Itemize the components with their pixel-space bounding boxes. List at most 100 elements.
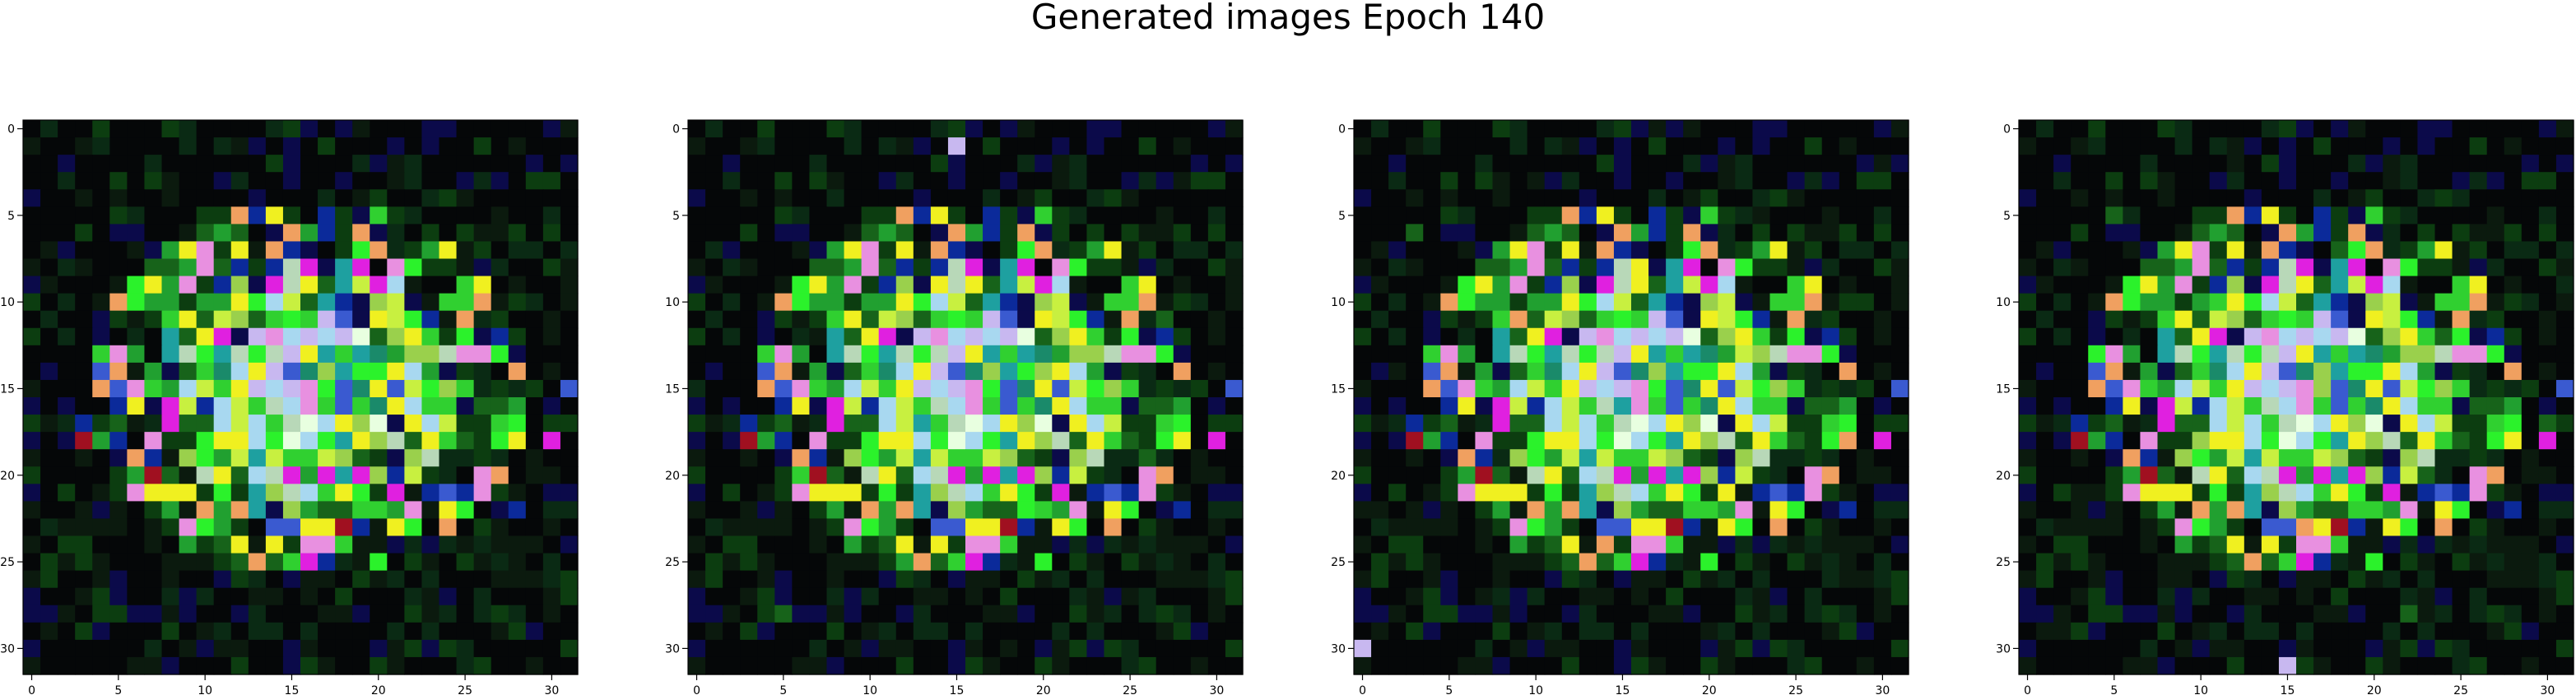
pixel xyxy=(2383,276,2401,294)
pixel xyxy=(335,224,353,243)
pixel xyxy=(2452,189,2471,207)
pixel xyxy=(1648,466,1667,484)
pixel xyxy=(2244,570,2262,589)
pixel xyxy=(826,155,845,173)
pixel xyxy=(2331,553,2349,572)
pixel xyxy=(1035,258,1053,277)
pixel xyxy=(1388,639,1407,658)
pixel xyxy=(352,605,370,623)
pixel xyxy=(1155,206,1174,225)
pixel xyxy=(404,484,423,502)
pixel xyxy=(2192,224,2211,243)
pixel xyxy=(1492,258,1511,277)
pixel xyxy=(861,639,880,658)
pixel xyxy=(1086,656,1105,675)
pixel xyxy=(196,362,215,381)
pixel xyxy=(179,639,198,658)
pixel xyxy=(2365,172,2383,190)
pixel xyxy=(2313,137,2332,155)
pixel xyxy=(2538,258,2557,277)
pixel xyxy=(248,155,267,173)
pixel xyxy=(1873,449,1892,467)
pixel xyxy=(757,310,775,329)
pixel xyxy=(1207,656,1226,675)
pixel xyxy=(2209,189,2228,207)
pixel xyxy=(542,639,561,658)
pixel xyxy=(1035,397,1053,415)
pixel xyxy=(1631,449,1649,467)
pixel xyxy=(861,501,880,520)
pixel xyxy=(1839,484,1858,502)
pixel xyxy=(792,570,811,589)
pixel xyxy=(757,449,775,467)
pixel xyxy=(2486,397,2505,415)
pixel xyxy=(1769,415,1788,433)
pixel xyxy=(404,501,423,520)
pixel xyxy=(1613,518,1632,537)
pixel xyxy=(965,501,983,520)
pixel xyxy=(2452,155,2471,173)
pixel xyxy=(1527,466,1546,484)
pixel xyxy=(1821,172,1840,190)
pixel xyxy=(688,310,706,329)
pixel xyxy=(2209,415,2228,433)
pixel xyxy=(525,155,544,173)
pixel xyxy=(1735,570,1754,589)
pixel xyxy=(1207,605,1226,623)
pixel xyxy=(1544,639,1563,658)
pixel xyxy=(109,379,128,398)
pixel xyxy=(1839,397,1858,415)
pixel xyxy=(370,137,388,155)
pixel xyxy=(1666,535,1684,554)
pixel xyxy=(1207,553,1226,572)
pixel xyxy=(2244,605,2262,623)
pixel xyxy=(109,449,128,467)
pixel xyxy=(230,293,249,312)
pixel xyxy=(2452,327,2471,346)
pixel xyxy=(1121,120,1140,138)
pixel xyxy=(2434,656,2453,675)
pixel xyxy=(2383,656,2401,675)
pixel xyxy=(1475,293,1494,312)
pixel xyxy=(1890,501,1909,520)
pixel xyxy=(1052,120,1070,138)
pixel xyxy=(404,345,423,364)
pixel xyxy=(1121,137,1140,155)
pixel xyxy=(23,656,41,675)
pixel xyxy=(844,501,863,520)
pixel xyxy=(2226,484,2245,502)
pixel xyxy=(439,293,458,312)
pixel xyxy=(705,397,723,415)
pixel xyxy=(1035,189,1053,207)
pixel xyxy=(1804,587,1823,606)
pixel xyxy=(1155,345,1174,364)
pixel xyxy=(2400,518,2419,537)
pixel xyxy=(1086,206,1105,225)
pixel xyxy=(421,570,440,589)
pixel xyxy=(895,484,914,502)
pixel xyxy=(1544,553,1563,572)
pixel xyxy=(1121,415,1140,433)
pixel xyxy=(335,379,353,398)
pixel xyxy=(757,258,775,277)
pixel xyxy=(1648,605,1667,623)
pixel xyxy=(2538,553,2557,572)
pixel xyxy=(213,622,232,641)
pixel xyxy=(1458,484,1476,502)
pixel xyxy=(1017,327,1035,346)
pixel xyxy=(2348,155,2366,173)
pixel xyxy=(1666,345,1684,364)
pixel xyxy=(352,639,370,658)
pixel xyxy=(705,206,723,225)
pixel xyxy=(456,293,475,312)
pixel xyxy=(1718,466,1736,484)
pixel xyxy=(2331,432,2349,450)
pixel xyxy=(2209,310,2228,329)
pixel xyxy=(2036,622,2054,641)
pixel xyxy=(282,310,301,329)
pixel xyxy=(1631,241,1649,260)
pixel xyxy=(983,484,1001,502)
pixel xyxy=(318,206,336,225)
pixel xyxy=(2348,224,2366,243)
pixel xyxy=(1225,466,1244,484)
